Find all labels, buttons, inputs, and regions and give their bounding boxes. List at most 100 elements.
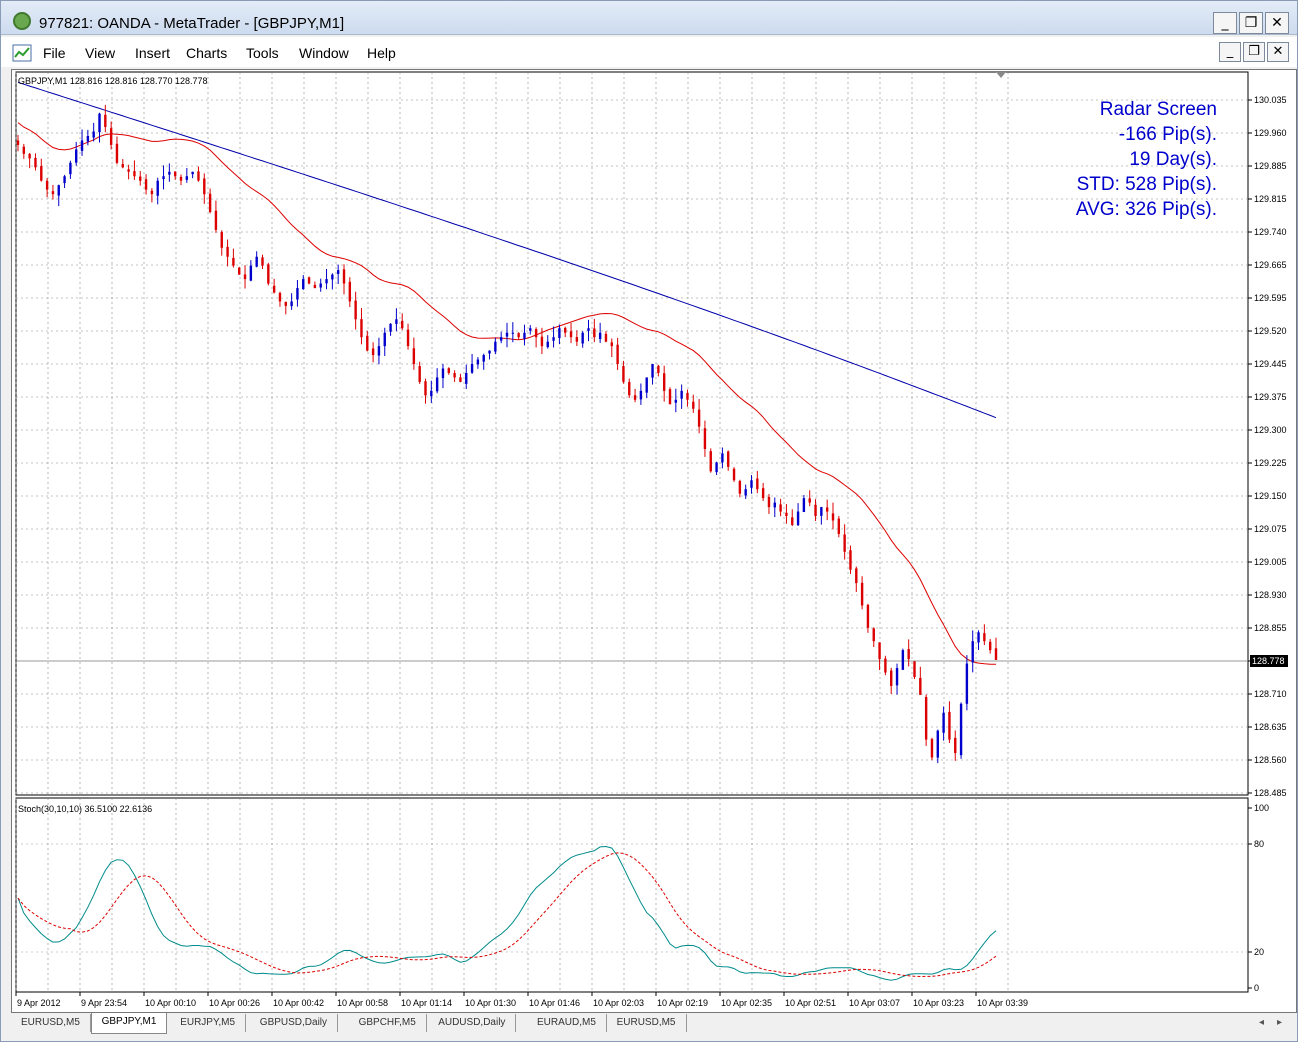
menu-bar: [1, 37, 1297, 67]
menu-file[interactable]: File: [43, 45, 66, 61]
mdi-minimize-button[interactable]: _: [1219, 42, 1241, 62]
candle-body: [459, 377, 462, 382]
chart-tab-gbpusd-daily[interactable]: GBPUSD,Daily: [250, 1014, 339, 1032]
price-tick-label: 129.815: [1254, 194, 1287, 204]
price-tick-label: 129.665: [1254, 260, 1287, 270]
shift-marker-icon[interactable]: [996, 72, 1006, 78]
price-tick-label: 129.740: [1254, 227, 1287, 237]
close-button[interactable]: ✕: [1265, 12, 1289, 34]
menu-insert[interactable]: Insert: [135, 45, 171, 61]
candle-body: [581, 332, 584, 344]
radar-avg: AVG: 326 Pip(s).: [1075, 199, 1217, 220]
radar-std: STD: 528 Pip(s).: [1076, 174, 1217, 195]
candle-body: [639, 390, 643, 400]
candle-body: [511, 332, 515, 334]
candle-body: [587, 328, 590, 331]
stochastic-signal-line: [17, 852, 997, 978]
time-tick-label: 10 Apr 03:39: [977, 998, 1028, 1008]
candle-body: [674, 399, 678, 403]
candle-body: [534, 329, 538, 338]
restore-button[interactable]: ❐: [1239, 12, 1263, 34]
price-tick-label: 128.485: [1254, 788, 1287, 798]
candle-body: [366, 335, 369, 351]
chart-tab-eurusd-m5[interactable]: EURUSD,M5: [11, 1014, 91, 1032]
candle-body: [872, 628, 875, 642]
candle-body: [686, 392, 689, 400]
candle-body: [406, 329, 410, 347]
candle-body: [901, 650, 905, 670]
candle-body: [540, 336, 544, 347]
candle-body: [150, 190, 154, 195]
menu-tools[interactable]: Tools: [246, 45, 279, 61]
candle-body: [133, 171, 136, 177]
candle-body: [389, 323, 392, 332]
candle-body: [45, 180, 49, 190]
stoch-tick-label: 80: [1254, 839, 1264, 849]
candle-body: [470, 364, 474, 373]
candle-body: [121, 164, 124, 168]
price-tick-label: 129.595: [1254, 293, 1287, 303]
minimize-button[interactable]: _: [1213, 12, 1237, 34]
candle-body: [92, 131, 95, 138]
moving-average-slow: [17, 81, 997, 419]
menu-view[interactable]: View: [85, 45, 116, 61]
chart-tab-eurusd-m5[interactable]: EURUSD,M5: [607, 1014, 687, 1032]
candle-body: [930, 739, 934, 758]
candle-body: [971, 641, 974, 663]
candle-body: [924, 697, 928, 740]
price-tick-label: 128.855: [1254, 623, 1287, 633]
candle-body: [628, 381, 631, 396]
candle-body: [296, 288, 299, 300]
mdi-close-button[interactable]: ✕: [1267, 42, 1289, 62]
candle-body: [942, 712, 945, 733]
chart-document-icon[interactable]: [11, 43, 33, 63]
stoch-tick-label: 0: [1254, 983, 1259, 993]
price-chart-svg[interactable]: 130.035 129.960 129.885 129.815 129.740 129.6…: [12, 70, 1296, 1012]
candle-body: [913, 661, 916, 677]
time-tick-label: 10 Apr 01:14: [401, 998, 452, 1008]
candle-body: [313, 284, 317, 289]
candle-body: [75, 149, 78, 163]
candle-body: [610, 342, 613, 347]
candle-body: [546, 341, 549, 348]
menu-charts[interactable]: Charts: [186, 45, 228, 61]
candle-body: [668, 389, 672, 405]
candle-body: [977, 632, 980, 643]
candle-body: [179, 176, 183, 181]
radar-pips: -166 Pip(s).: [1118, 124, 1217, 145]
chart-tab-euraud-m5[interactable]: EURAUD,M5: [527, 1014, 607, 1032]
radar-screen-panel: Radar Screen -166 Pip(s). 19 Day(s). STD…: [1076, 97, 1217, 222]
candle-body: [16, 140, 20, 145]
candle-body: [168, 171, 171, 175]
candle-body: [383, 332, 386, 347]
candle-body: [191, 171, 194, 175]
chart-tab-gbpjpy-m1[interactable]: GBPJPY,M1: [90, 1013, 168, 1034]
candle-body: [785, 512, 788, 517]
candle-body: [907, 649, 910, 660]
chart-tab-eurjpy-m5[interactable]: EURJPY,M5: [170, 1014, 247, 1032]
tab-scroll-right-icon[interactable]: ▸: [1277, 1017, 1283, 1028]
chart-tab-gbpchf-m5[interactable]: GBPCHF,M5: [349, 1014, 427, 1032]
tab-scroll-left-icon[interactable]: ◂: [1259, 1017, 1265, 1028]
candle-body: [109, 128, 113, 145]
candle-body: [453, 373, 456, 378]
mdi-restore-button[interactable]: ❐: [1243, 42, 1265, 62]
candle-body: [919, 677, 922, 695]
candle-body: [866, 604, 870, 628]
chart-area[interactable]: 130.035 129.960 129.885 129.815 129.740 129.6…: [11, 69, 1297, 1013]
time-tick-label: 9 Apr 23:54: [81, 998, 127, 1008]
menu-window[interactable]: Window: [299, 45, 349, 61]
candle-body: [104, 114, 107, 128]
price-tick-label: 129.225: [1254, 458, 1287, 468]
chart-tab-audusd-daily[interactable]: AUDUSD,Daily: [428, 1014, 517, 1032]
stoch-panel-border: [15, 797, 1249, 993]
indicator-header-text: Stoch(30,10,10) 36.5100 22.6136: [18, 804, 152, 814]
candle-body: [278, 292, 282, 302]
chart-tab-bar: [1, 1013, 1297, 1041]
time-tick-label: 10 Apr 02:51: [785, 998, 836, 1008]
candle-body: [756, 478, 759, 490]
time-tick-label: 10 Apr 02:03: [593, 998, 644, 1008]
candle-body: [371, 348, 375, 356]
menu-help[interactable]: Help: [367, 45, 396, 61]
candle-body: [156, 180, 159, 196]
